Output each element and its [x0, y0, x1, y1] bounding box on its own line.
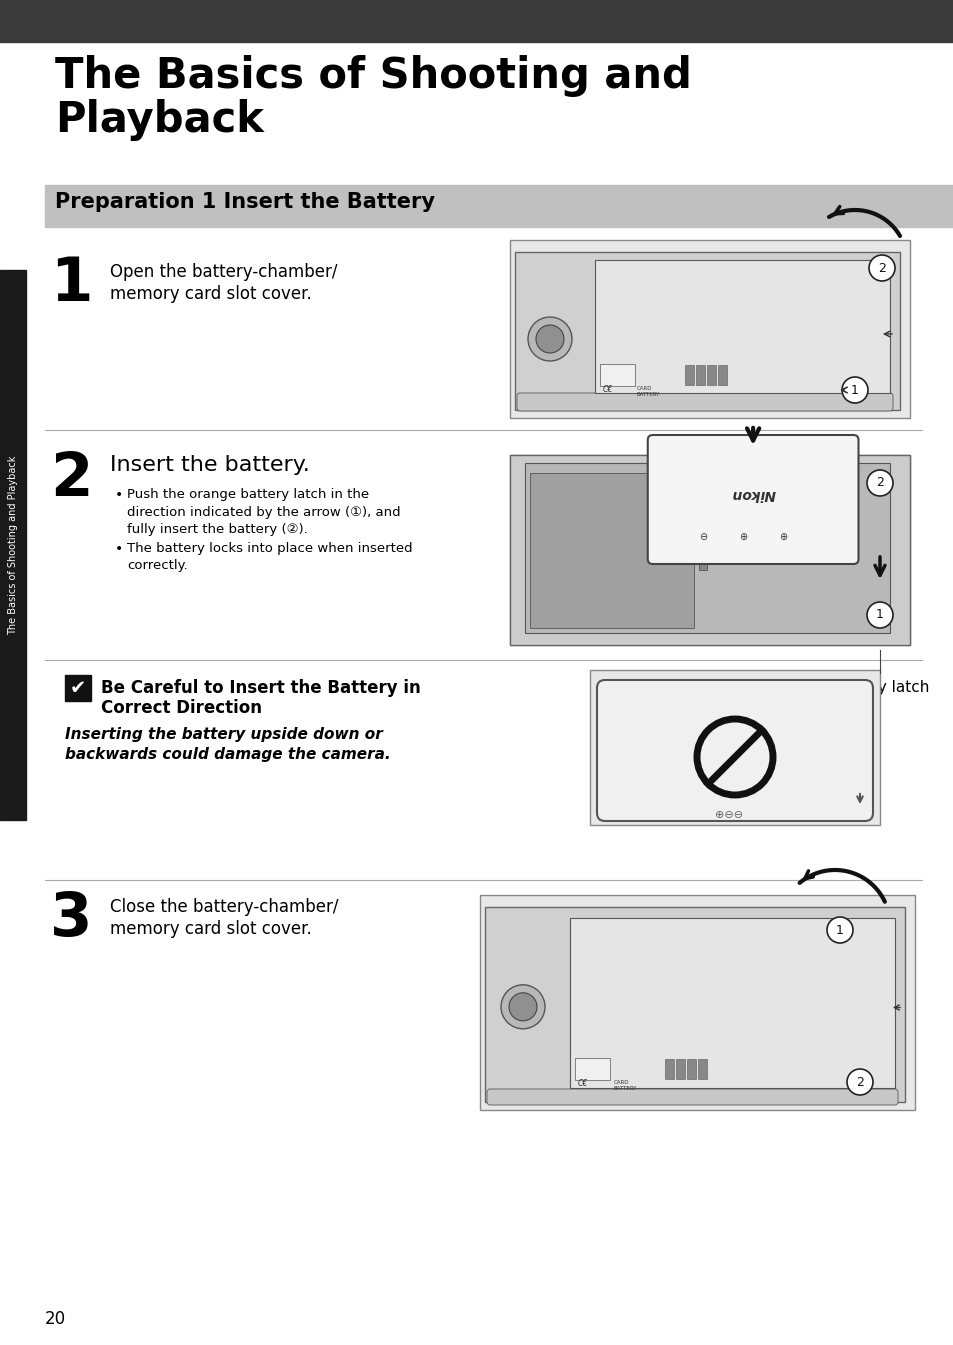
Bar — [575, 1059, 609, 1080]
Text: 2: 2 — [855, 1076, 863, 1088]
Bar — [65, 675, 91, 701]
Bar — [484, 907, 904, 1102]
Bar — [569, 919, 894, 1088]
Bar — [45, 186, 953, 227]
Text: Nikon: Nikon — [730, 487, 775, 500]
Circle shape — [826, 917, 852, 943]
Text: Correct Direction: Correct Direction — [101, 699, 262, 717]
Text: fully insert the battery (②).: fully insert the battery (②). — [127, 523, 308, 537]
Text: ✔: ✔ — [70, 678, 86, 698]
Circle shape — [509, 993, 537, 1021]
Bar — [0, 0, 953, 42]
Circle shape — [500, 985, 544, 1029]
Circle shape — [868, 256, 894, 281]
Bar — [718, 364, 726, 385]
Circle shape — [866, 469, 892, 496]
Text: ⊕⊖⊖: ⊕⊖⊖ — [714, 810, 742, 820]
Bar — [698, 1059, 706, 1079]
Text: 3: 3 — [50, 890, 92, 950]
Bar — [684, 364, 693, 385]
Circle shape — [527, 317, 572, 360]
Bar — [686, 1059, 696, 1079]
Text: The battery locks into place when inserted: The battery locks into place when insert… — [127, 542, 413, 555]
Text: 1: 1 — [850, 383, 858, 397]
Text: 2: 2 — [875, 476, 883, 490]
FancyBboxPatch shape — [597, 681, 872, 820]
Text: Preparation 1 Insert the Battery: Preparation 1 Insert the Battery — [55, 192, 435, 213]
Bar — [510, 455, 909, 646]
Text: 1: 1 — [875, 608, 883, 621]
Text: memory card slot cover.: memory card slot cover. — [110, 285, 312, 303]
Text: 2: 2 — [50, 451, 92, 508]
Circle shape — [536, 325, 563, 352]
Bar — [479, 894, 914, 1110]
FancyBboxPatch shape — [647, 434, 858, 564]
Text: memory card slot cover.: memory card slot cover. — [110, 920, 312, 937]
Text: 2: 2 — [877, 261, 885, 274]
Text: The Basics of Shooting and Playback: The Basics of Shooting and Playback — [8, 456, 18, 635]
Text: Insert the battery.: Insert the battery. — [110, 455, 310, 475]
Bar — [510, 455, 909, 646]
Text: •: • — [115, 542, 123, 555]
Text: 1: 1 — [50, 256, 92, 313]
Bar — [524, 463, 889, 633]
Text: 20: 20 — [45, 1310, 66, 1328]
Bar — [599, 364, 635, 386]
Bar — [676, 1059, 684, 1079]
Text: direction indicated by the arrow (①), and: direction indicated by the arrow (①), an… — [127, 506, 400, 519]
Text: Push the orange battery latch in the: Push the orange battery latch in the — [127, 488, 369, 500]
Text: C€: C€ — [602, 385, 613, 394]
Text: Open the battery-chamber/: Open the battery-chamber/ — [110, 264, 337, 281]
Bar — [0, 270, 26, 820]
Text: The Basics of Shooting and: The Basics of Shooting and — [55, 55, 691, 97]
Text: •: • — [115, 488, 123, 502]
Bar — [699, 511, 706, 570]
Text: Close the battery-chamber/: Close the battery-chamber/ — [110, 898, 338, 916]
Bar — [595, 260, 889, 393]
Text: CARD
BATTERY: CARD BATTERY — [637, 386, 659, 397]
Circle shape — [846, 1069, 872, 1095]
Text: ⊕: ⊕ — [779, 533, 786, 542]
Text: ⊖: ⊖ — [699, 533, 706, 542]
Text: backwards could damage the camera.: backwards could damage the camera. — [65, 746, 390, 763]
FancyBboxPatch shape — [517, 393, 892, 412]
Text: Playback: Playback — [55, 100, 264, 141]
Text: CARD
BATTERY: CARD BATTERY — [614, 1080, 637, 1091]
Bar — [664, 1059, 673, 1079]
FancyBboxPatch shape — [486, 1089, 897, 1106]
Bar — [696, 364, 704, 385]
Bar — [706, 364, 716, 385]
Bar — [589, 670, 879, 824]
Text: correctly.: correctly. — [127, 560, 188, 572]
Text: 1: 1 — [835, 924, 843, 936]
Text: ⊕: ⊕ — [739, 533, 746, 542]
Circle shape — [866, 603, 892, 628]
Bar — [530, 473, 694, 628]
Bar — [510, 239, 909, 418]
Circle shape — [841, 377, 867, 404]
Text: Be Careful to Insert the Battery in: Be Careful to Insert the Battery in — [101, 679, 420, 697]
Text: C€: C€ — [578, 1079, 588, 1088]
Text: Battery latch: Battery latch — [829, 681, 929, 695]
Bar — [515, 252, 899, 410]
Text: Inserting the battery upside down or: Inserting the battery upside down or — [65, 728, 382, 742]
